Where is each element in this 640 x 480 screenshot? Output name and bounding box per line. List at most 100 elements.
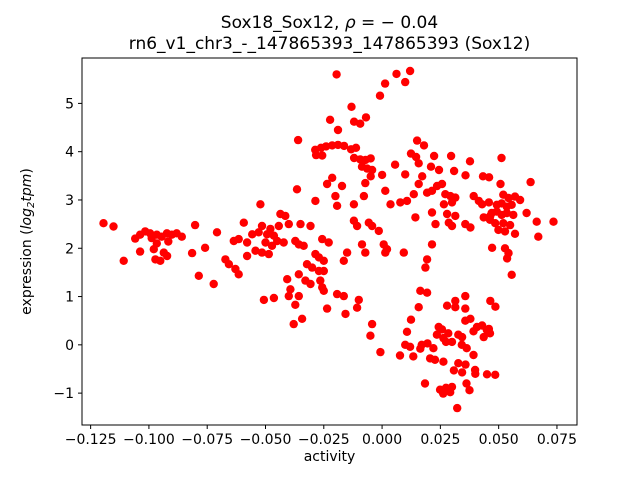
data-point: [509, 210, 518, 220]
data-point: [494, 225, 503, 235]
data-point: [242, 251, 252, 261]
x-tick-label: −0.050: [240, 432, 292, 448]
data-point: [491, 370, 500, 379]
data-point: [432, 330, 442, 339]
data-point: [466, 314, 475, 323]
data-point: [162, 251, 172, 261]
x-tick-label: 0.025: [420, 432, 460, 448]
data-point: [422, 288, 432, 297]
data-point: [405, 66, 415, 76]
data-point: [457, 368, 467, 377]
y-tick-label: 2: [65, 241, 74, 257]
data-point: [386, 200, 395, 209]
data-point: [447, 221, 457, 231]
data-point: [337, 181, 347, 191]
data-point: [367, 319, 377, 329]
data-point: [502, 254, 512, 263]
data-point: [477, 200, 487, 209]
data-point: [465, 386, 474, 395]
data-point: [497, 153, 506, 163]
data-point: [316, 276, 325, 285]
data-point: [294, 270, 303, 279]
data-point: [515, 195, 525, 205]
data-point: [401, 77, 410, 87]
y-tick-label: 4: [65, 145, 74, 161]
data-point: [318, 151, 327, 160]
data-point: [331, 191, 340, 201]
data-point: [200, 243, 210, 252]
data-point: [461, 304, 470, 313]
data-point: [291, 300, 300, 309]
data-point: [479, 213, 488, 222]
data-point: [262, 230, 272, 239]
data-point: [451, 303, 460, 312]
data-point: [390, 160, 400, 169]
data-point: [332, 201, 342, 210]
data-point: [510, 229, 520, 238]
data-point: [453, 403, 462, 413]
data-point: [380, 79, 390, 88]
data-point: [349, 200, 359, 209]
data-point: [261, 238, 270, 247]
data-point: [306, 279, 315, 289]
data-point: [446, 388, 455, 397]
data-point: [322, 179, 332, 189]
data-point: [318, 234, 327, 244]
data-point: [366, 154, 375, 163]
data-point: [437, 179, 447, 189]
data-points-layer: [99, 66, 558, 413]
data-point: [449, 366, 459, 375]
data-point: [461, 291, 470, 301]
data-point: [411, 213, 420, 222]
data-point: [248, 230, 257, 239]
data-point: [375, 91, 385, 100]
data-point: [427, 240, 437, 249]
data-point: [486, 296, 495, 306]
data-point: [526, 177, 535, 187]
data-point: [416, 344, 425, 353]
data-point: [420, 379, 430, 388]
data-point: [461, 360, 470, 369]
x-tick-label: −0.100: [123, 432, 175, 448]
data-point: [212, 228, 222, 237]
data-point: [289, 319, 298, 329]
data-point: [234, 234, 243, 244]
ticks-layer: −0.125 −0.100 −0.075 −0.050 −0.025 0.000 0.025…: [53, 96, 577, 448]
data-point: [332, 289, 342, 299]
axes-spines: [81, 57, 578, 426]
data-point: [339, 291, 348, 301]
data-point: [307, 263, 317, 272]
data-point: [109, 222, 118, 231]
data-point: [502, 208, 511, 218]
data-point: [351, 143, 361, 152]
data-point: [293, 135, 303, 145]
x-tick-label: −0.075: [181, 432, 233, 448]
data-point: [534, 232, 543, 241]
data-point: [485, 329, 495, 338]
data-point: [457, 332, 467, 342]
data-point: [367, 165, 377, 175]
data-point: [447, 198, 457, 207]
data-point: [366, 172, 375, 181]
data-point: [286, 285, 295, 294]
chart-title-line2: rn6_v1_chr3_-_147865393_147865393 (Sox12…: [129, 34, 530, 54]
data-point: [357, 240, 367, 249]
data-point: [402, 327, 412, 336]
data-point: [416, 286, 425, 295]
data-point: [454, 359, 463, 368]
data-point: [522, 208, 531, 218]
data-point: [339, 256, 348, 265]
data-point: [466, 223, 475, 232]
data-point: [484, 173, 494, 182]
data-point: [449, 166, 459, 176]
y-tick-label: −1: [53, 386, 74, 402]
data-point: [319, 266, 328, 276]
data-point: [392, 69, 401, 79]
data-point: [406, 315, 416, 324]
data-point: [504, 193, 513, 203]
data-point: [251, 246, 260, 255]
data-point: [409, 352, 418, 361]
data-point: [507, 200, 516, 209]
data-point: [119, 256, 128, 265]
